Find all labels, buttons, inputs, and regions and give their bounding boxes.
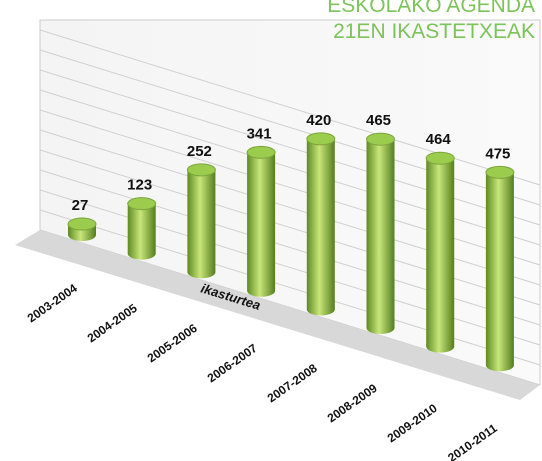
value-label: 420 <box>306 112 331 129</box>
cylinder-top <box>246 145 276 159</box>
value-label: 465 <box>366 112 391 129</box>
wall-line <box>39 209 541 366</box>
back-wall <box>39 19 541 386</box>
chart-title: ESKOLAKO AGENDA <box>327 0 535 17</box>
wall-line <box>39 49 541 206</box>
cylinder-body <box>366 139 395 334</box>
wall-line <box>39 69 541 226</box>
x-tick-label: 2003-2004 <box>25 281 80 326</box>
wall-line <box>39 89 541 246</box>
value-label: 464 <box>426 131 452 148</box>
wall-line <box>39 149 541 306</box>
cylinder-top <box>306 132 336 146</box>
x-tick-label: 2009-2010 <box>385 401 440 446</box>
cylinder-body <box>187 169 216 279</box>
cylinder-top <box>425 151 455 165</box>
grid <box>39 29 541 366</box>
cylinder-body <box>306 138 335 316</box>
bar <box>485 165 515 372</box>
value-label: 27 <box>72 197 89 214</box>
chart-subtitle: 21EN IKASTETXEAK <box>333 20 535 43</box>
cylinder-body <box>247 152 276 297</box>
wall-line <box>39 169 541 326</box>
x-tick-label: 2004-2005 <box>85 301 140 346</box>
bar <box>306 132 336 316</box>
cylinder-top <box>67 217 97 231</box>
x-tick-label: 2005-2006 <box>145 321 200 366</box>
x-tick-label: 2008-2009 <box>325 381 380 426</box>
wall-line <box>39 189 541 346</box>
cylinder-body <box>485 172 514 372</box>
cylinder-body <box>426 158 455 353</box>
cylinder-top <box>127 197 157 211</box>
wall-line <box>39 129 541 286</box>
x-tick-label: 2010-2011 <box>445 421 500 461</box>
value-label: 475 <box>485 145 510 162</box>
bar <box>425 151 455 353</box>
wall-line <box>39 109 541 266</box>
x-tick-label: 2006-2007 <box>205 341 260 386</box>
bar <box>127 197 157 260</box>
x-tick-label: 2007-2008 <box>265 361 320 406</box>
cylinder-top <box>186 163 216 177</box>
bar <box>67 217 97 241</box>
bar <box>186 163 216 279</box>
bar <box>366 132 395 334</box>
bar <box>246 145 276 297</box>
cylinder-body <box>127 203 156 260</box>
value-label: 341 <box>247 125 272 142</box>
value-label: 123 <box>127 177 152 194</box>
cylinder-top <box>366 132 395 146</box>
wall-line <box>39 29 541 186</box>
value-label: 252 <box>187 143 212 160</box>
cylinder-top <box>485 165 515 179</box>
floor <box>15 230 540 400</box>
